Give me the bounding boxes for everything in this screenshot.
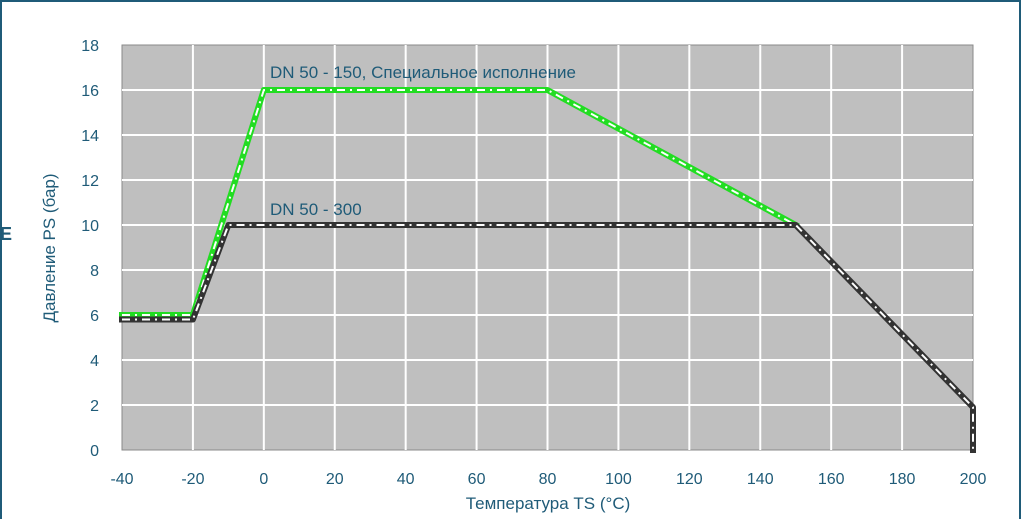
series-label-green: DN 50 - 150, Специальное исполнение (270, 63, 576, 82)
x-tick-label: 140 (747, 471, 774, 488)
x-tick-label: 80 (539, 471, 557, 488)
series-label-black: DN 50 - 300 (270, 200, 362, 219)
x-tick-label: 60 (468, 471, 486, 488)
y-tick-label: 8 (90, 263, 99, 280)
y-axis-label: Давление PS (бар) (40, 173, 59, 322)
x-tick-label: -40 (110, 471, 133, 488)
x-tick-label: 120 (676, 471, 703, 488)
y-tick-label: 12 (81, 173, 99, 190)
x-tick-label: 160 (818, 471, 845, 488)
x-tick-label: 40 (397, 471, 415, 488)
x-tick-label: 180 (889, 471, 916, 488)
y-tick-labels: 0 2 4 6 8 10 12 14 16 18 (81, 38, 99, 460)
y-tick-label: 14 (81, 128, 99, 145)
x-axis-label: Температура TS (°C) (466, 494, 631, 513)
edge-glyph: E (0, 224, 13, 244)
y-tick-label: 4 (90, 353, 99, 370)
y-tick-label: 16 (81, 83, 99, 100)
x-tick-label: 20 (326, 471, 344, 488)
series-lines (119, 87, 976, 453)
x-tick-label: -20 (181, 471, 204, 488)
x-tick-label: 100 (605, 471, 632, 488)
y-tick-label: 18 (81, 38, 99, 55)
green-series-line-dash (122, 89, 797, 316)
y-tick-label: 6 (90, 308, 99, 325)
x-tick-label: 0 (259, 471, 268, 488)
y-tick-label: 10 (81, 218, 99, 235)
x-tick-labels: -40 -20 0 20 40 60 80 100 120 140 160 180 200 (110, 471, 986, 488)
y-tick-label: 2 (90, 398, 99, 415)
y-tick-label: 0 (90, 443, 99, 460)
x-tick-label: 200 (960, 471, 987, 488)
black-series-line-dash (122, 224, 974, 450)
grid-lines (122, 45, 973, 450)
